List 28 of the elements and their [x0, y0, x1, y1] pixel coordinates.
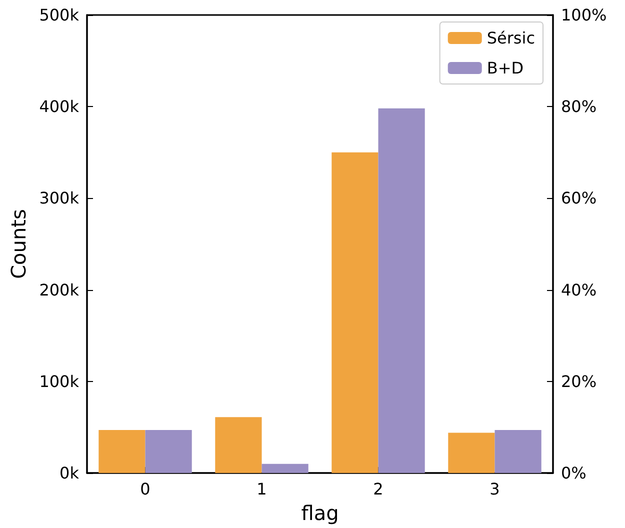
y-axis-title: Counts [6, 209, 30, 279]
y2-tick-label: 80% [561, 97, 597, 116]
y2-tick-label: 100% [561, 6, 607, 24]
legend-label: Sérsic [486, 28, 535, 48]
bar [262, 464, 308, 473]
bar [378, 108, 425, 473]
bar [494, 430, 542, 473]
bar [448, 432, 495, 473]
x-axis-title: flag [301, 501, 339, 525]
y-tick-label: 400k [39, 97, 80, 116]
x-tick-label: 1 [256, 480, 267, 498]
y-tick-label: 200k [39, 280, 80, 300]
x-tick-label: 2 [373, 480, 384, 498]
bar [145, 430, 192, 473]
y-tick-label: 500k [39, 6, 80, 24]
x-tick-label: 3 [490, 480, 500, 498]
bar [332, 152, 378, 473]
y2-tick-label: 40% [561, 280, 597, 300]
x-tick-label: 0 [140, 480, 150, 498]
bar [98, 430, 146, 473]
bar [215, 417, 262, 473]
y2-tick-label: 0% [561, 464, 586, 482]
y2-tick-label: 20% [561, 372, 597, 391]
y2-tick-label: 60% [561, 188, 597, 208]
y-tick-label: 100k [39, 372, 80, 391]
y-tick-label: 300k [39, 188, 80, 208]
legend-label: B+D [486, 58, 524, 78]
y-tick-label: 0k [60, 464, 80, 482]
